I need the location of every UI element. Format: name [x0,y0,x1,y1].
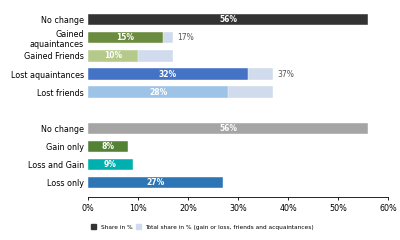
Bar [88,32,173,43]
Text: 28%: 28% [149,88,167,96]
Bar [88,68,273,80]
Bar [88,86,273,98]
Text: 27%: 27% [146,178,165,187]
Bar [88,141,128,152]
Text: 17%: 17% [177,33,194,42]
Text: 37%: 37% [277,70,294,78]
Bar [88,159,133,170]
Text: 32%: 32% [159,70,177,78]
Text: 15%: 15% [116,33,134,42]
Bar [88,68,248,80]
Bar [88,50,173,61]
Bar [88,14,368,25]
Text: 56%: 56% [219,124,237,133]
Text: 56%: 56% [219,15,237,24]
Text: 9%: 9% [104,160,117,169]
Text: 8%: 8% [102,142,114,151]
Bar [88,123,368,134]
Bar [88,32,163,43]
Legend: Share in %, Total share in % (gain or loss, friends and acquaintances): Share in %, Total share in % (gain or lo… [91,224,314,230]
Bar [88,86,228,98]
Text: 10%: 10% [104,51,122,60]
Bar [88,177,223,188]
Bar [88,50,138,61]
